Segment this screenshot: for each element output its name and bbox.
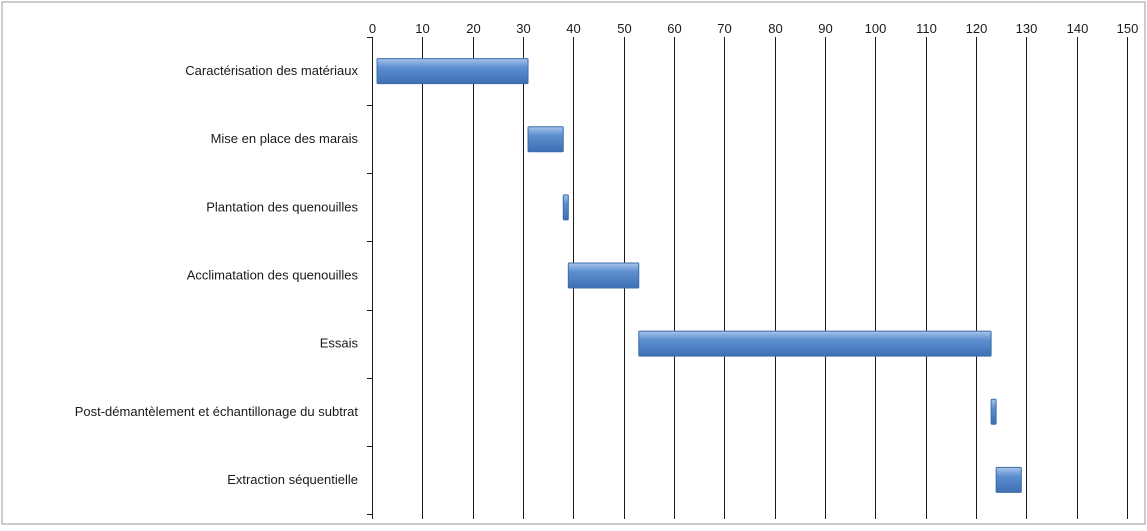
task-bar-1 — [376, 58, 529, 85]
task-label-5: Essais — [320, 336, 359, 351]
x-tick-label-10: 10 — [415, 21, 429, 36]
task-label-6: Post-démantèlement et échantillonage du … — [75, 404, 359, 419]
x-tick-label-140: 140 — [1067, 21, 1089, 36]
task-bar-7 — [995, 466, 1022, 493]
x-tick-label-50: 50 — [617, 21, 631, 36]
bar-layer — [376, 58, 1022, 493]
x-tick-label-130: 130 — [1016, 21, 1038, 36]
x-tick-label-110: 110 — [916, 21, 937, 36]
task-bar-5 — [638, 330, 992, 357]
x-tick-label-70: 70 — [717, 21, 731, 36]
task-label-4: Acclimatation des quenouilles — [187, 268, 359, 283]
task-label-1: Caractérisation des matériaux — [185, 63, 358, 78]
task-bar-6 — [990, 398, 997, 425]
x-tick-label-80: 80 — [768, 21, 782, 36]
x-tick-label-60: 60 — [667, 21, 681, 36]
task-label-2: Mise en place des marais — [211, 131, 359, 146]
x-tick-label-150: 150 — [1117, 21, 1139, 36]
task-bar-3 — [562, 194, 569, 221]
task-bar-4 — [567, 262, 640, 289]
task-label-3: Plantation des quenouilles — [206, 199, 358, 214]
x-tick-label-100: 100 — [865, 21, 887, 36]
label-layer: Caractérisation des matériaux Mise en pla… — [75, 63, 359, 487]
x-tick-label-30: 30 — [516, 21, 530, 36]
x-tick-label-120: 120 — [966, 21, 988, 36]
x-tick-label-90: 90 — [818, 21, 832, 36]
x-tick-label-40: 40 — [566, 21, 580, 36]
x-tick-label-0: 0 — [369, 21, 376, 36]
axis-layer: 0 10 20 30 40 50 60 70 80 90 100 110 120 130 140 150 — [367, 21, 1138, 519]
x-tick-label-20: 20 — [466, 21, 480, 36]
task-bar-2 — [527, 126, 564, 153]
task-label-7: Extraction séquentielle — [227, 472, 358, 487]
